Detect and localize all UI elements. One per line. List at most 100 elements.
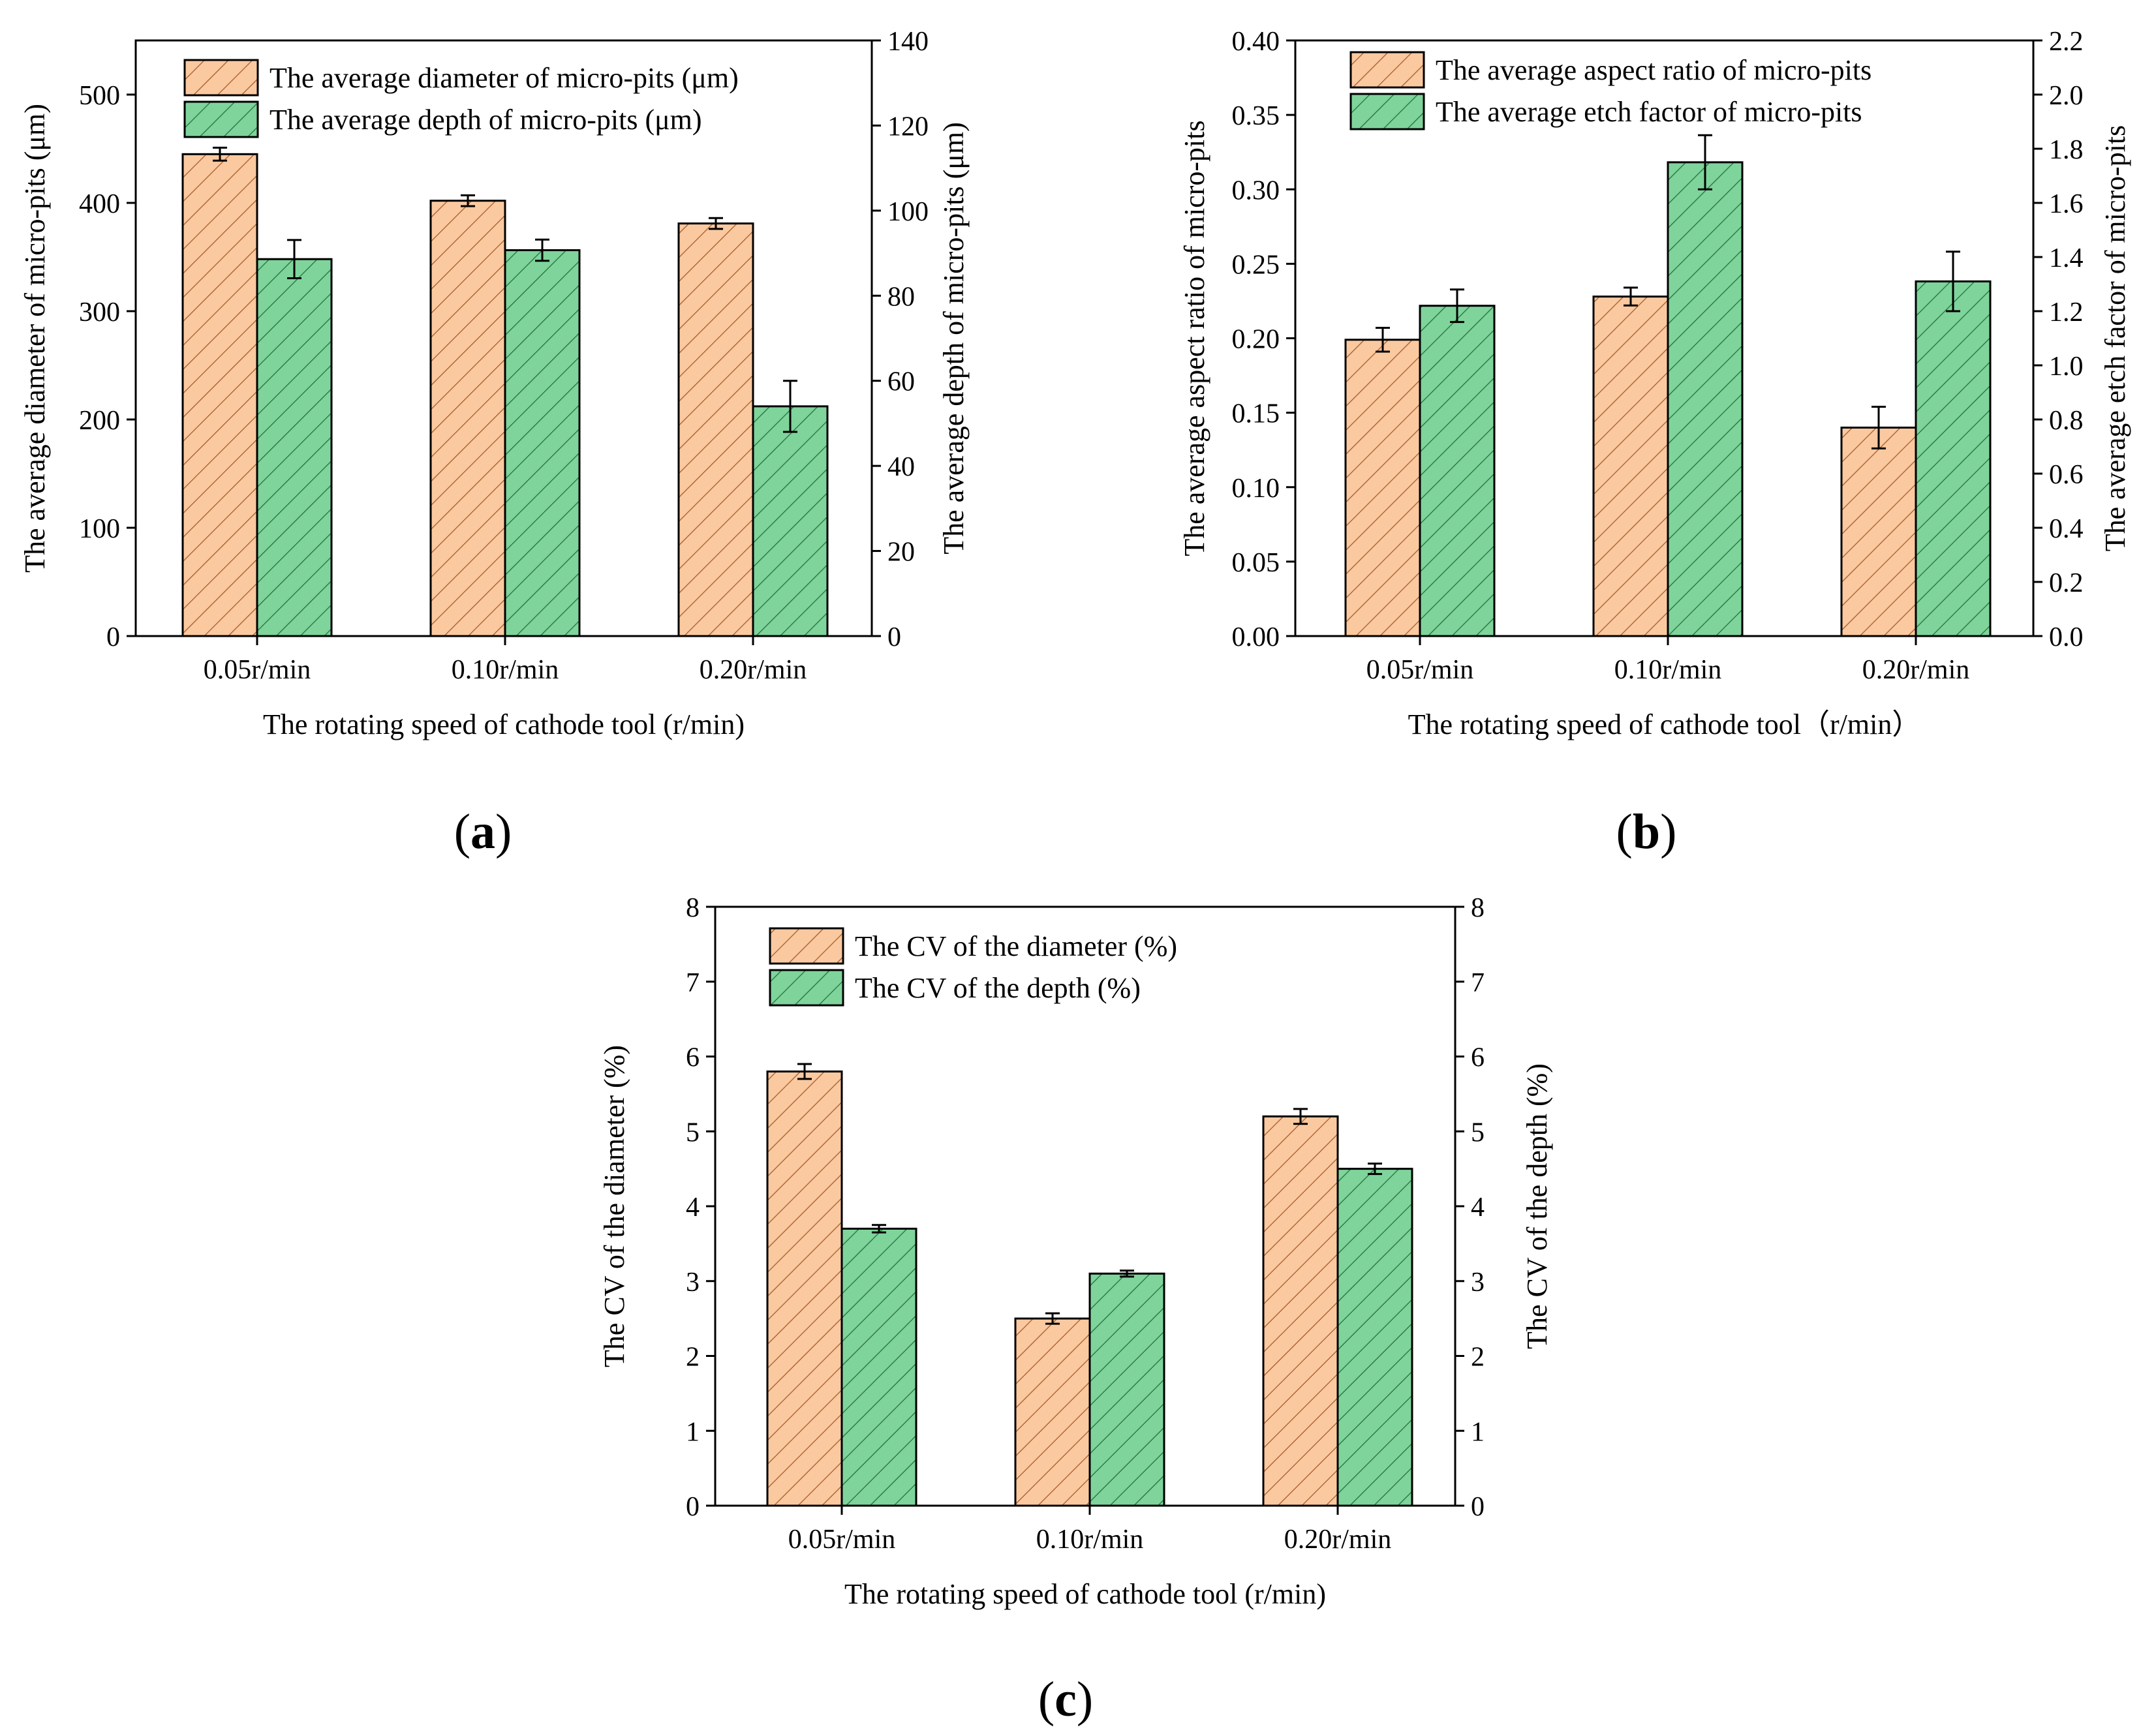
left-tick-label-c: 7	[686, 968, 700, 998]
left-axis-title-a: The average diameter of micro-pits (μm)	[19, 104, 51, 573]
x-axis-title-c: The rotating speed of cathode tool (r/mi…	[844, 1578, 1326, 1610]
right-tick-label-b: 1.2	[2049, 297, 2084, 327]
left-tick-label-b: 0.10	[1232, 474, 1280, 504]
right-tick-label-b: 0.6	[2049, 460, 2084, 490]
left-tick-label-c: 8	[686, 893, 700, 923]
right-tick-label-a: 40	[887, 452, 915, 482]
right-tick-label-a: 60	[887, 367, 915, 397]
right-tick-label-a: 80	[887, 282, 915, 312]
plot-frame-a	[134, 39, 873, 637]
bar-a-orange-0	[181, 153, 258, 637]
left-tick-label-b: 0.20	[1232, 325, 1280, 355]
left-axis-title-b: The average aspect ratio of micro-pits	[1178, 120, 1210, 556]
right-tick-label-c: 5	[1471, 1118, 1485, 1148]
bar-b-green-1	[1667, 161, 1744, 637]
legend-label-green: The average depth of micro-pits (μm)	[270, 104, 702, 136]
left-tick-label-c: 4	[686, 1193, 700, 1223]
legend-label-green: The average etch factor of micro-pits	[1436, 96, 1862, 128]
x-tick-label-c: 0.05r/min	[788, 1525, 896, 1555]
right-tick-label-c: 4	[1471, 1193, 1485, 1223]
x-tick-label-c: 0.20r/min	[1284, 1525, 1392, 1555]
left-axis-title-c: The CV of the diameter (%)	[598, 1045, 630, 1367]
right-tick-label-a: 0	[887, 622, 901, 652]
chart-panel-a: 0 100 200 300 400 500 0 20 40 60 80 100 120 140 0.05r/…	[19, 27, 970, 740]
right-tick-label-c: 7	[1471, 968, 1485, 998]
x-tick-label-b: 0.20r/min	[1862, 655, 1970, 685]
error-bar-b-orange-2	[1871, 405, 1886, 449]
left-tick-label-c: 0	[686, 1492, 700, 1522]
right-tick-label-c: 0	[1471, 1492, 1485, 1522]
right-tick-label-c: 3	[1471, 1268, 1485, 1298]
bar-c-green-0	[840, 1227, 917, 1507]
error-bar-a-green-1	[535, 238, 549, 262]
right-tick-label-b: 1.0	[2049, 352, 2084, 382]
right-tick-label-b: 1.8	[2049, 135, 2084, 165]
right-tick-label-a: 140	[887, 27, 929, 57]
error-bar-a-orange-1	[461, 194, 475, 207]
bar-b-orange-0	[1344, 339, 1421, 637]
left-tick-label-c: 6	[686, 1043, 700, 1073]
legend-label-green: The CV of the depth (%)	[855, 972, 1141, 1004]
left-tick-label-b: 0.00	[1232, 622, 1280, 652]
legend-a: The average diameter of micro-pits (μm) T…	[183, 59, 739, 138]
error-bar-a-orange-2	[709, 217, 723, 230]
bar-a-green-2	[752, 405, 829, 637]
legend-swatch-orange	[1349, 51, 1425, 89]
left-tick-label-c: 2	[686, 1343, 700, 1373]
bar-a-green-0	[256, 258, 333, 637]
bar-c-orange-1	[1014, 1317, 1091, 1507]
x-tick-label-a: 0.10r/min	[452, 655, 559, 685]
left-tick-label-b: 0.30	[1232, 175, 1280, 205]
panel-label-b: (b)	[1616, 804, 1677, 859]
legend-label-orange: The average aspect ratio of micro-pits	[1436, 54, 1871, 86]
left-tick-label-a: 100	[79, 514, 120, 544]
chart-panel-b: 0.00 0.05 0.10 0.15 0.20 0.25 0.30 0.35 0.40 0.0 0…	[1178, 27, 2131, 740]
left-tick-label-c: 5	[686, 1118, 700, 1148]
left-tick-label-c: 1	[686, 1417, 700, 1447]
error-bar-c-orange-0	[797, 1063, 812, 1080]
left-tick-label-a: 500	[79, 81, 120, 111]
error-bar-b-green-2	[1946, 251, 1960, 312]
right-tick-label-b: 0.2	[2049, 568, 2084, 598]
legend-swatch-orange	[183, 59, 259, 97]
left-tick-label-b: 0.40	[1232, 27, 1280, 57]
legend-swatch-orange	[769, 927, 844, 965]
right-tick-label-a: 120	[887, 112, 929, 142]
legend-label-orange: The CV of the diameter (%)	[855, 930, 1177, 962]
bar-a-orange-1	[429, 200, 506, 637]
chart-panel-c: 0 1 2 3 4 5 6 7 8 0 1 2 3 4 5 6 7 8 0.05r/min 0.10r/min 0.20…	[598, 893, 1553, 1610]
panel-label-a: (a)	[454, 804, 512, 859]
error-bar-c-green-2	[1368, 1163, 1382, 1176]
error-bar-a-orange-0	[213, 146, 227, 162]
right-tick-label-c: 8	[1471, 893, 1485, 923]
right-tick-label-b: 0.4	[2049, 514, 2084, 544]
legend-swatch-green	[183, 100, 259, 138]
right-tick-label-c: 1	[1471, 1417, 1485, 1447]
bar-a-orange-2	[677, 222, 754, 637]
bar-a-green-1	[504, 249, 581, 637]
right-tick-label-a: 100	[887, 197, 929, 227]
x-tick-label-b: 0.05r/min	[1366, 655, 1474, 685]
error-bar-b-green-0	[1450, 288, 1464, 324]
error-bar-c-orange-1	[1045, 1312, 1060, 1325]
left-tick-label-b: 0.35	[1232, 101, 1280, 131]
bar-c-green-2	[1336, 1168, 1413, 1507]
panel-label-c: (c)	[1038, 1672, 1093, 1727]
legend-swatch-green	[1349, 93, 1425, 130]
error-bar-a-green-0	[287, 239, 301, 280]
left-tick-label-a: 200	[79, 406, 120, 436]
bar-b-orange-1	[1592, 296, 1669, 637]
error-bar-b-orange-0	[1376, 327, 1390, 353]
bar-b-orange-2	[1840, 426, 1917, 637]
right-tick-label-b: 2.2	[2049, 27, 2084, 57]
right-axis-title-a: The average depth of micro-pits (μm)	[938, 122, 970, 555]
bar-c-orange-0	[766, 1070, 843, 1507]
right-tick-label-b: 2.0	[2049, 81, 2084, 111]
x-axis-title-b: The rotating speed of cathode tool（r/min…	[1408, 708, 1921, 740]
left-tick-label-b: 0.05	[1232, 548, 1280, 578]
bar-c-green-1	[1088, 1272, 1165, 1507]
left-tick-label-c: 3	[686, 1268, 700, 1298]
right-tick-label-b: 0.0	[2049, 622, 2084, 652]
legend-c: The CV of the diameter (%) The CV of the …	[769, 927, 1177, 1007]
